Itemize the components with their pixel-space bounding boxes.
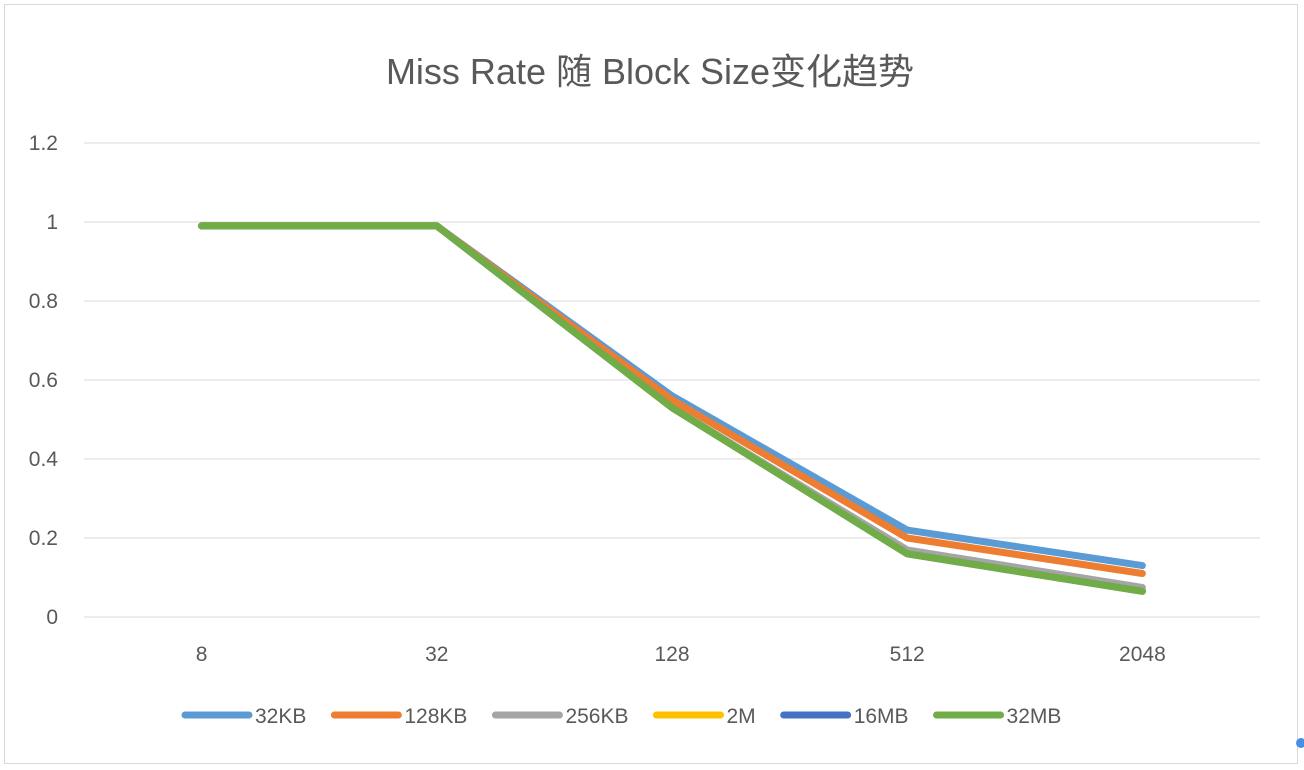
gridlines	[84, 142, 1260, 618]
y-tick-label: 0.4	[29, 448, 59, 471]
x-tick-label: 128	[654, 643, 689, 666]
x-tick-label: 8	[196, 643, 208, 666]
chart-title: Miss Rate 随 Block Size变化趋势	[386, 51, 914, 92]
series-line-32MB	[198, 222, 1146, 595]
legend-label: 256KB	[565, 705, 628, 728]
y-tick-label: 1	[46, 211, 58, 234]
legend-label: 16MB	[854, 705, 909, 728]
series-lines	[198, 222, 1146, 595]
y-tick-label: 0.8	[29, 290, 58, 313]
y-tick-label: 0	[46, 606, 58, 629]
x-axis-ticks: 8 32 128 512 2048	[196, 643, 1166, 666]
y-tick-label: 1.2	[29, 132, 58, 155]
x-tick-label: 2048	[1119, 643, 1166, 666]
legend-label: 32KB	[255, 705, 306, 728]
resize-handle[interactable]	[1296, 738, 1304, 748]
series-line-128KB	[198, 222, 1146, 577]
y-tick-label: 0.2	[29, 527, 58, 550]
legend-label: 2M	[727, 705, 756, 728]
y-tick-label: 0.6	[29, 369, 58, 392]
legend: 32KB 128KB 256KB 2M 16MB 32MB	[181, 705, 1062, 728]
x-tick-label: 32	[425, 643, 448, 666]
legend-label: 32MB	[1007, 705, 1062, 728]
legend-label: 128KB	[404, 705, 467, 728]
y-axis-ticks: 0 0.2 0.4 0.6 0.8 1 1.2	[29, 132, 59, 629]
x-tick-label: 512	[890, 643, 925, 666]
